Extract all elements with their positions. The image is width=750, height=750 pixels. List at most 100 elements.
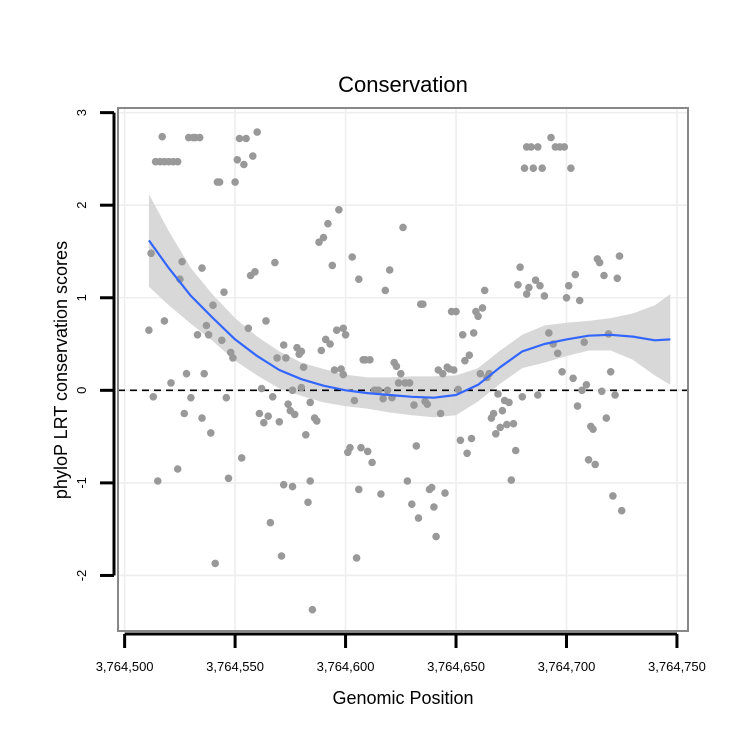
data-point [525, 283, 533, 292]
data-point [531, 276, 540, 285]
data-point [498, 406, 507, 415]
data-point [553, 349, 562, 358]
data-point [255, 409, 264, 418]
x-tick-label: 3,764,550 [206, 659, 264, 674]
data-point [260, 418, 268, 427]
data-point [379, 394, 387, 403]
data-point [363, 447, 372, 456]
data-point [456, 436, 465, 445]
data-point [589, 425, 597, 434]
data-point [253, 128, 261, 136]
data-point [288, 386, 297, 395]
data-point [514, 281, 522, 289]
data-point [558, 368, 566, 376]
data-point [251, 268, 259, 276]
data-point [357, 443, 365, 452]
data-point [306, 477, 315, 485]
data-point [341, 331, 350, 339]
data-point [578, 386, 586, 395]
data-point [385, 266, 394, 274]
data-point [268, 393, 277, 401]
data-point [441, 489, 449, 497]
data-point [284, 400, 292, 409]
data-point [271, 258, 279, 267]
panel-border [117, 107, 689, 632]
data-point [503, 420, 511, 429]
data-point [339, 370, 348, 379]
data-point [297, 347, 306, 356]
data-point [273, 354, 281, 362]
data-point [509, 419, 518, 428]
data-point [145, 326, 153, 335]
data-point [410, 401, 418, 409]
data-point [235, 134, 244, 143]
data-point [220, 288, 228, 297]
data-point [335, 206, 343, 214]
data-point [302, 431, 310, 439]
data-point [538, 164, 546, 172]
data-point [381, 286, 390, 295]
data-point [288, 482, 297, 491]
data-point [584, 456, 593, 464]
y-tick-label: -1 [74, 477, 89, 489]
data-point [494, 390, 502, 398]
data-point [377, 490, 385, 498]
data-point [412, 442, 421, 450]
data-point [178, 257, 186, 266]
data-point [405, 379, 414, 387]
data-point [480, 286, 489, 295]
data-point [564, 281, 573, 290]
data-point [505, 398, 513, 407]
data-point [328, 261, 337, 270]
data-point [299, 363, 308, 372]
data-point [304, 498, 312, 507]
data-point [147, 249, 155, 258]
data-point [450, 366, 458, 374]
x-tick-label: 3,764,500 [96, 659, 154, 674]
data-point [149, 393, 158, 401]
x-axis-label: Genomic Position [332, 688, 473, 708]
data-point [231, 178, 239, 186]
x-tick-label: 3,764,700 [538, 659, 596, 674]
data-point [154, 477, 162, 485]
chart-title: Conservation [338, 72, 468, 97]
data-point [591, 460, 599, 469]
data-point [469, 329, 478, 337]
data-point [279, 341, 288, 349]
data-point [313, 417, 321, 425]
confidence-band [148, 194, 671, 418]
data-point [198, 414, 206, 422]
data-point [209, 301, 217, 310]
data-point [567, 164, 575, 172]
data-point [366, 356, 374, 364]
data-point [403, 477, 412, 485]
data-point [423, 400, 432, 409]
data-point [324, 219, 332, 228]
data-point [308, 605, 317, 614]
data-point [575, 296, 584, 305]
data-point [257, 384, 266, 393]
data-point [492, 430, 500, 438]
data-point [496, 423, 505, 432]
x-tick-label: 3,764,750 [648, 659, 706, 674]
data-point [507, 476, 516, 484]
data-point [397, 369, 405, 378]
data-point [346, 443, 354, 452]
data-point [609, 492, 617, 500]
data-point [187, 393, 195, 402]
data-point [204, 331, 213, 339]
grid-lines [118, 108, 688, 631]
data-point [200, 369, 208, 378]
data-point [474, 312, 482, 321]
data-point [527, 143, 535, 151]
data-point [355, 275, 363, 284]
data-point [355, 485, 363, 494]
data-point [383, 386, 392, 395]
data-point [317, 346, 326, 355]
data-point [562, 294, 571, 302]
data-point [173, 465, 182, 473]
data-point [249, 152, 257, 160]
data-point [215, 178, 224, 186]
x-tick-label: 3,764,600 [317, 659, 375, 674]
data-point [399, 223, 407, 232]
